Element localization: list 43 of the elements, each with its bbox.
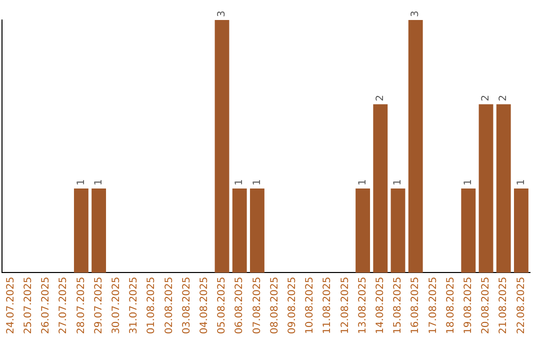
- x-tick-label: 11.08.2025: [322, 276, 334, 334]
- x-tick-label: 01.08.2025: [146, 276, 158, 334]
- data-label: 2: [374, 94, 386, 102]
- x-tick-label: 31.07.2025: [128, 276, 140, 334]
- x-tick-label: 05.08.2025: [216, 276, 228, 334]
- x-tick-label: 08.08.2025: [269, 276, 280, 334]
- data-label: 1: [76, 179, 87, 186]
- data-label: 1: [462, 179, 474, 186]
- data-label: 1: [357, 179, 368, 186]
- data-label: 1: [234, 179, 246, 186]
- data-label: 3: [216, 10, 228, 17]
- x-tick-label: 27.07.2025: [58, 276, 70, 334]
- x-tick-label: 03.08.2025: [181, 276, 192, 334]
- x-tick-label: 07.08.2025: [252, 276, 263, 334]
- data-label: 3: [410, 10, 422, 17]
- x-tick-label: 20.08.2025: [480, 276, 492, 334]
- x-tick-label: 18.08.2025: [445, 276, 456, 334]
- data-label: 1: [516, 179, 527, 186]
- data-label: 2: [480, 94, 492, 102]
- x-tick-label: 25.07.2025: [22, 276, 34, 334]
- x-tick-label: 19.08.2025: [462, 276, 474, 334]
- x-tick-label: 15.08.2025: [392, 276, 404, 334]
- data-label: 2: [498, 94, 510, 102]
- x-tick-label: 02.08.2025: [164, 276, 175, 334]
- data-label: 1: [93, 179, 104, 186]
- x-tick-label: 24.07.2025: [5, 276, 16, 334]
- data-label: 1: [252, 179, 263, 186]
- x-tick-label: 13.08.2025: [357, 276, 368, 334]
- x-tick-label: 28.07.2025: [76, 276, 87, 334]
- x-tick-label: 26.07.2025: [40, 276, 52, 334]
- x-tick-label: 16.08.2025: [410, 276, 422, 334]
- data-label: 1: [392, 179, 404, 186]
- x-tick-label: 29.07.2025: [93, 276, 104, 334]
- x-tick-label: 04.08.2025: [198, 276, 210, 334]
- x-tick-label: 17.08.2025: [428, 276, 439, 334]
- x-tick-label: 12.08.2025: [340, 276, 351, 334]
- x-tick-label: 09.08.2025: [286, 276, 298, 334]
- x-tick-label: 14.08.2025: [374, 276, 386, 334]
- x-tick-label: 30.07.2025: [110, 276, 122, 334]
- x-tick-label: 06.08.2025: [234, 276, 246, 334]
- x-tick-label: 22.08.2025: [516, 276, 527, 334]
- x-tick-label: 10.08.2025: [304, 276, 316, 334]
- x-tick-label: 21.08.2025: [498, 276, 510, 334]
